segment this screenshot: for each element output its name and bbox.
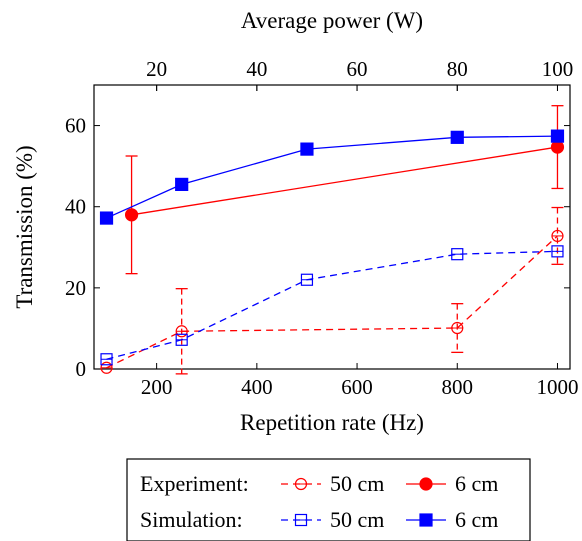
legend: Experiment: 50 cm 6 cm Simulation: 50 cm 6 cm: [126, 458, 531, 541]
y-tick-label: 0: [76, 357, 87, 381]
legend-box: [126, 458, 531, 541]
legend-marker: [419, 477, 433, 491]
legend-row-label: Simulation:: [140, 507, 243, 532]
data-point: [175, 177, 189, 191]
series-1: [124, 105, 565, 275]
y-tick-label: 40: [65, 195, 86, 219]
y-tick-label: 60: [65, 114, 86, 138]
data-point: [450, 130, 464, 144]
plot-frame: [93, 84, 571, 370]
data-point: [300, 142, 314, 156]
legend-marker: [419, 513, 433, 527]
top-x-tick-label: 40: [246, 57, 267, 81]
x-tick-label: 400: [241, 375, 273, 399]
data-point: [124, 208, 139, 222]
plot-border: [93, 84, 571, 370]
series-line: [106, 135, 558, 219]
legend-entry-label: 50 cm: [330, 471, 384, 496]
series-2: [100, 245, 564, 366]
legend-entry-label: 6 cm: [455, 471, 498, 496]
top-x-tick-label: 60: [347, 57, 368, 81]
x-tick-label: 800: [442, 375, 474, 399]
x-tick-label: 1000: [536, 375, 578, 399]
top-x-axis-label: Average power (W): [241, 8, 423, 33]
series-line: [106, 250, 558, 360]
bottom-x-axis: 200 400 600 800 1000: [141, 85, 578, 399]
x-tick-label: 600: [341, 375, 373, 399]
series-line: [106, 235, 558, 369]
top-x-tick-label: 80: [447, 57, 468, 81]
series-line: [131, 146, 558, 216]
x-axis-label: Repetition rate (Hz): [240, 410, 424, 435]
data-point: [550, 140, 565, 154]
top-x-tick-label: 20: [146, 57, 167, 81]
x-tick-label: 200: [141, 375, 173, 399]
y-axis-label: Transmission (%): [12, 145, 37, 308]
legend-row-label: Experiment:: [140, 471, 249, 496]
data-point: [550, 129, 565, 143]
y-axis: 0 20 40 60: [65, 114, 570, 381]
top-x-tick-label: 100: [542, 57, 574, 81]
legend-entry-label: 6 cm: [455, 507, 498, 532]
data-point: [99, 211, 114, 225]
series-layer: [99, 105, 565, 375]
legend-entry-label: 50 cm: [330, 507, 384, 532]
top-x-axis: 20 40 60 80 100: [146, 57, 573, 91]
series-3: [99, 129, 565, 225]
y-tick-label: 20: [65, 276, 86, 300]
series-0: [100, 206, 564, 375]
